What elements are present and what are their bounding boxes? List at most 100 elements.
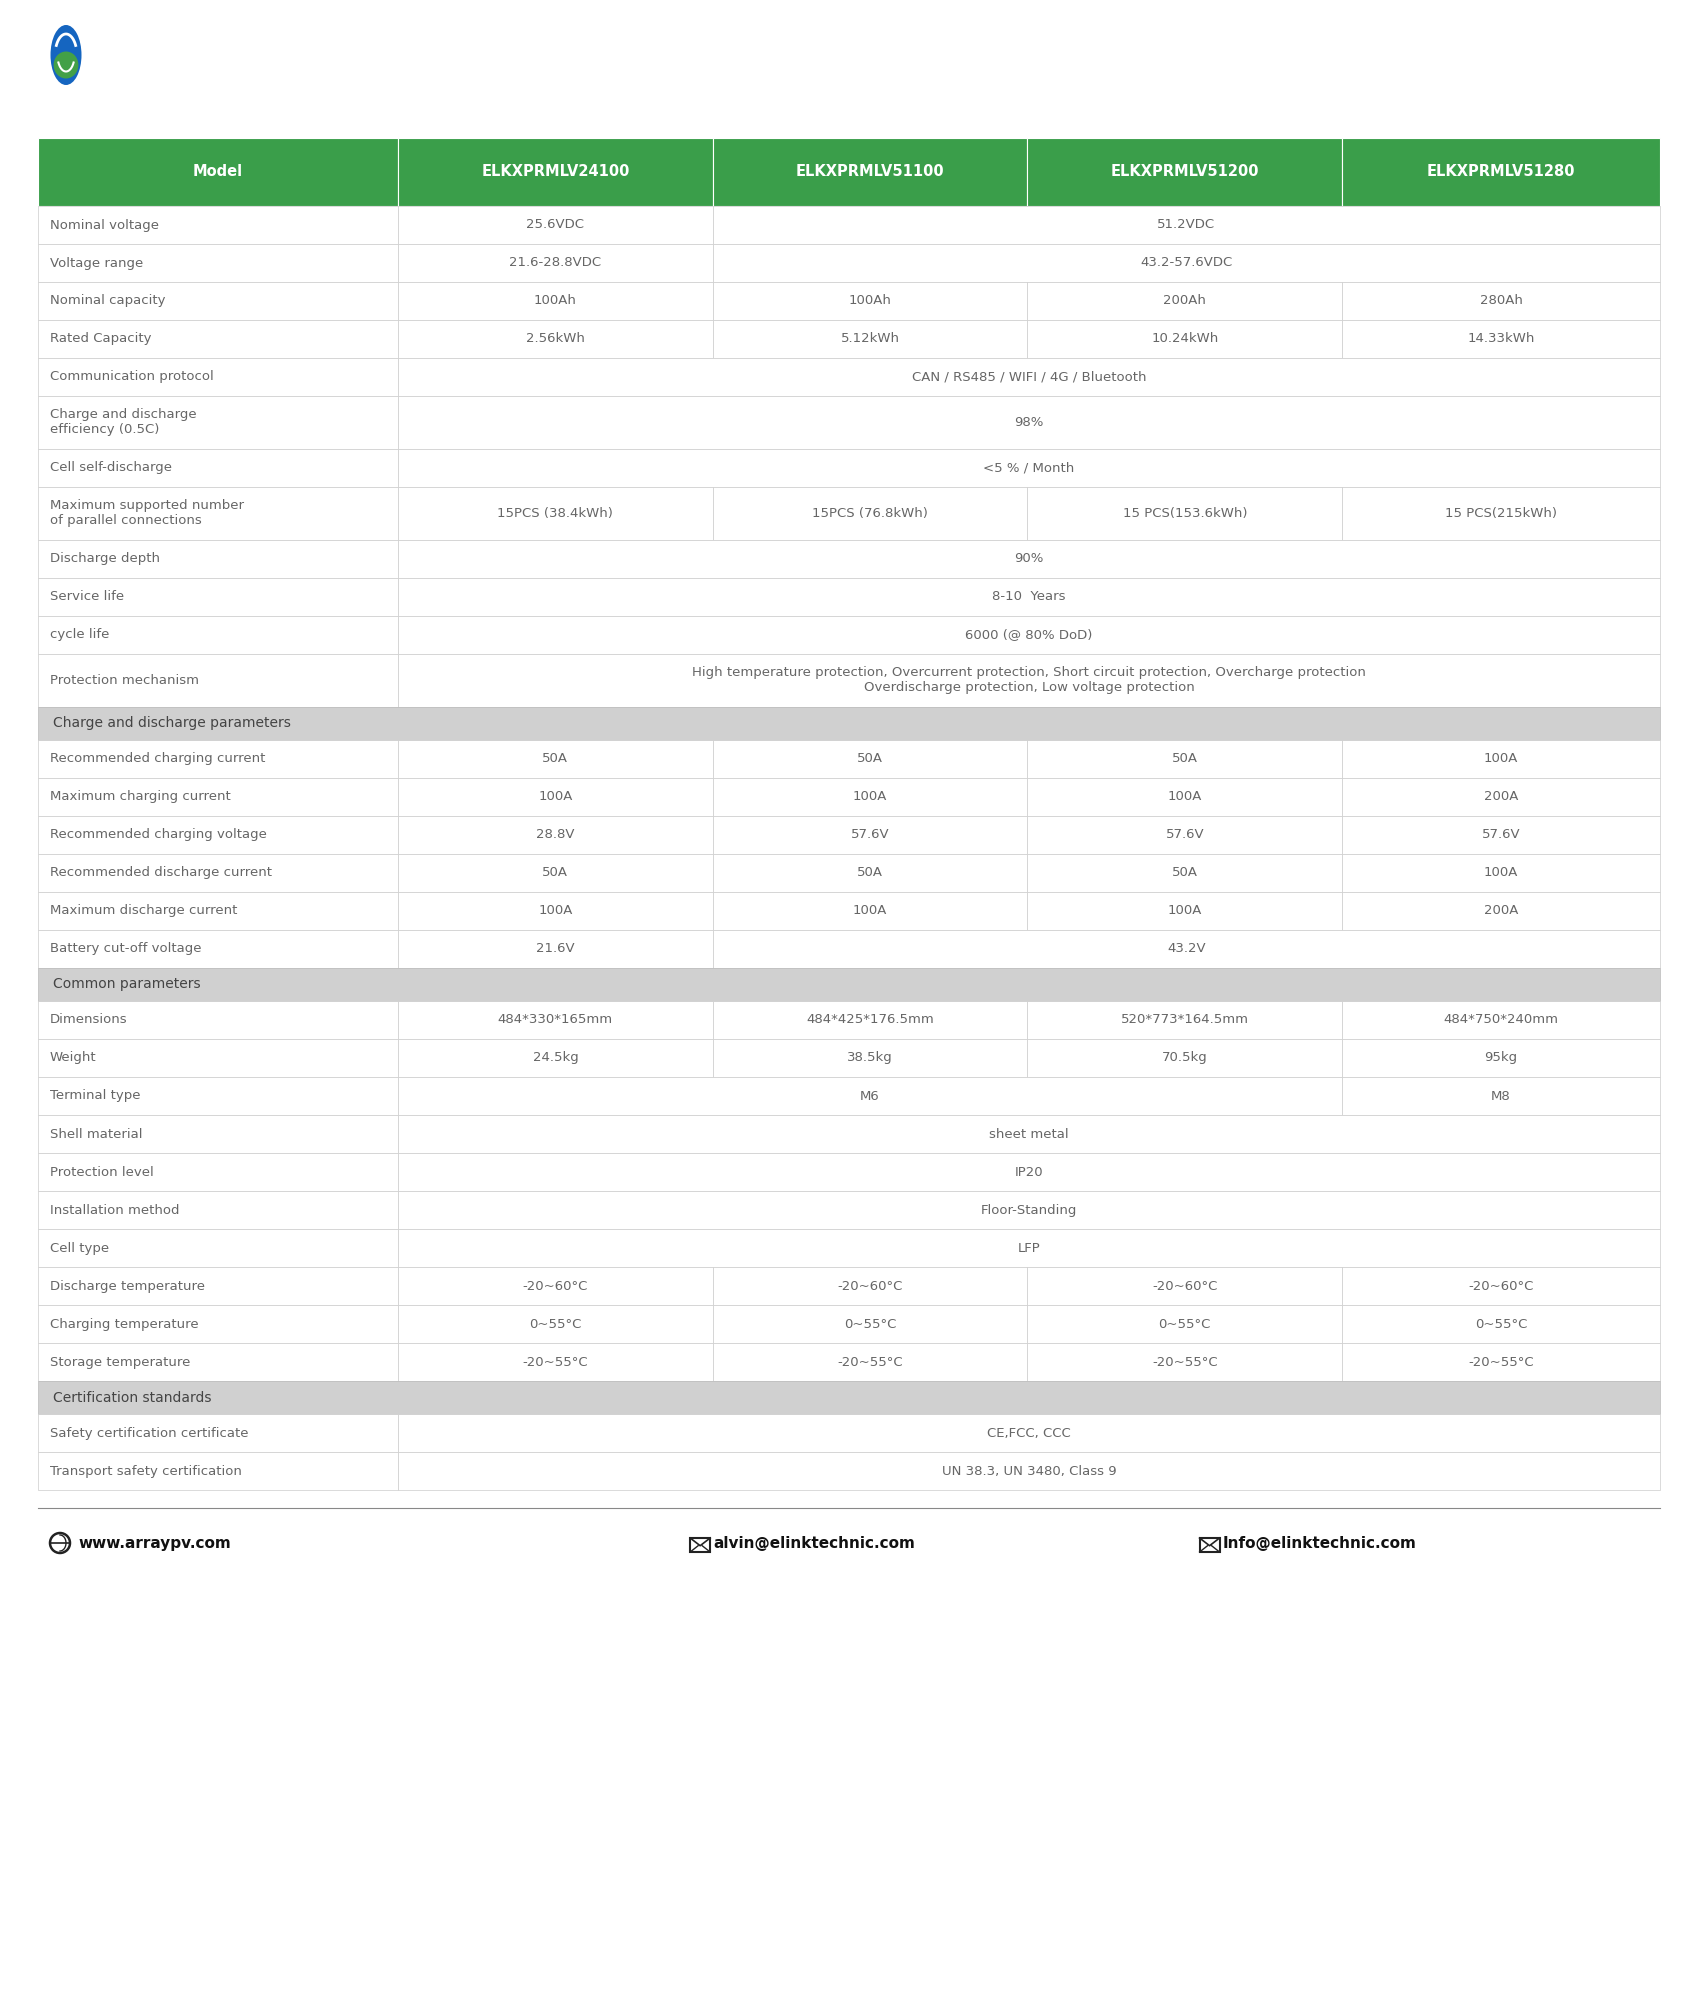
Text: -20~55°C: -20~55°C — [1151, 1356, 1217, 1368]
Bar — [1027, 1040, 1341, 1076]
Bar — [37, 320, 397, 358]
Text: 0~55°C: 0~55°C — [1476, 1318, 1527, 1330]
Text: Maximum charging current: Maximum charging current — [49, 790, 231, 804]
Text: Charge and discharge
efficiency (0.5C): Charge and discharge efficiency (0.5C) — [49, 408, 197, 436]
Text: CE,FCC, CCC: CE,FCC, CCC — [987, 1426, 1071, 1440]
Bar — [713, 1000, 1027, 1040]
Bar — [713, 930, 1661, 968]
Bar — [713, 1040, 1027, 1076]
Bar — [713, 892, 1027, 930]
Bar — [37, 448, 397, 486]
Bar — [1027, 282, 1341, 320]
Bar — [397, 282, 713, 320]
Text: 50A: 50A — [857, 866, 883, 880]
Text: 100A: 100A — [1168, 904, 1202, 918]
Text: 51.2VDC: 51.2VDC — [1158, 218, 1216, 232]
Text: 57.6V: 57.6V — [1482, 828, 1520, 842]
Bar — [397, 358, 1661, 396]
Bar — [397, 1230, 1661, 1268]
Text: Charging temperature: Charging temperature — [49, 1318, 199, 1330]
Bar — [1341, 1076, 1661, 1116]
Text: ELKXPRMLV51100: ELKXPRMLV51100 — [796, 164, 944, 180]
Text: 0~55°C: 0~55°C — [1158, 1318, 1211, 1330]
Text: M6: M6 — [861, 1090, 880, 1102]
Bar — [37, 1382, 1661, 1414]
Bar — [37, 892, 397, 930]
Bar — [397, 138, 713, 206]
Bar — [1341, 816, 1661, 854]
Text: <5 % / Month: <5 % / Month — [983, 462, 1075, 474]
Text: Terminal type: Terminal type — [49, 1090, 141, 1102]
Text: Nominal voltage: Nominal voltage — [49, 218, 160, 232]
Text: 100Ah: 100Ah — [533, 294, 577, 308]
Text: Floor-Standing: Floor-Standing — [981, 1204, 1077, 1216]
Text: ELKXPRMLV24100: ELKXPRMLV24100 — [481, 164, 630, 180]
Text: Protection mechanism: Protection mechanism — [49, 674, 199, 686]
Text: UN 38.3, UN 3480, Class 9: UN 38.3, UN 3480, Class 9 — [942, 1464, 1116, 1478]
Text: 484*750*240mm: 484*750*240mm — [1443, 1014, 1559, 1026]
Text: M8: M8 — [1491, 1090, 1511, 1102]
Bar — [397, 1452, 1661, 1490]
Text: Nominal capacity: Nominal capacity — [49, 294, 165, 308]
Bar — [397, 740, 713, 778]
Text: cycle life: cycle life — [49, 628, 109, 642]
Bar — [37, 244, 397, 282]
Bar — [397, 1344, 713, 1382]
Bar — [37, 396, 397, 448]
Text: IP20: IP20 — [1015, 1166, 1043, 1178]
Bar — [1027, 778, 1341, 816]
Text: 100Ah: 100Ah — [849, 294, 891, 308]
Bar — [1341, 778, 1661, 816]
Bar — [1027, 1306, 1341, 1344]
Bar — [397, 816, 713, 854]
Bar — [397, 778, 713, 816]
Bar — [397, 1040, 713, 1076]
Bar — [37, 1000, 397, 1040]
Bar — [37, 1076, 397, 1116]
Text: Charge and discharge parameters: Charge and discharge parameters — [53, 716, 290, 730]
Bar — [1341, 1306, 1661, 1344]
Text: 200A: 200A — [1484, 904, 1518, 918]
Bar — [37, 138, 397, 206]
Text: Common parameters: Common parameters — [53, 978, 200, 992]
Text: 50A: 50A — [857, 752, 883, 766]
Text: 50A: 50A — [1172, 752, 1197, 766]
Bar — [37, 540, 397, 578]
Bar — [689, 1538, 710, 1552]
Text: 100A: 100A — [1168, 790, 1202, 804]
Text: Recommended charging voltage: Recommended charging voltage — [49, 828, 267, 842]
Bar — [1027, 1000, 1341, 1040]
Text: 280Ah: 280Ah — [1479, 294, 1523, 308]
Text: Transport safety certification: Transport safety certification — [49, 1464, 241, 1478]
Bar — [37, 486, 397, 540]
Text: 100A: 100A — [1484, 752, 1518, 766]
Bar — [1341, 1268, 1661, 1306]
Bar — [1027, 892, 1341, 930]
Text: Discharge temperature: Discharge temperature — [49, 1280, 205, 1292]
Bar — [1027, 1268, 1341, 1306]
Text: 15PCS (38.4kWh): 15PCS (38.4kWh) — [498, 506, 613, 520]
Bar — [397, 244, 713, 282]
Text: Protection level: Protection level — [49, 1166, 155, 1178]
Text: Maximum discharge current: Maximum discharge current — [49, 904, 238, 918]
Bar — [397, 1268, 713, 1306]
Bar — [1341, 138, 1661, 206]
Bar — [37, 282, 397, 320]
Bar — [397, 540, 1661, 578]
Bar — [397, 448, 1661, 486]
Bar — [397, 1192, 1661, 1230]
Text: 24.5kg: 24.5kg — [533, 1052, 579, 1064]
Text: Shell material: Shell material — [49, 1128, 143, 1140]
Bar — [397, 206, 713, 244]
Bar — [1341, 486, 1661, 540]
Bar — [37, 358, 397, 396]
Bar — [713, 206, 1661, 244]
Bar — [1341, 282, 1661, 320]
Bar — [713, 138, 1027, 206]
Text: 95kg: 95kg — [1484, 1052, 1518, 1064]
Text: 200Ah: 200Ah — [1163, 294, 1206, 308]
Bar — [397, 892, 713, 930]
Text: -20~60°C: -20~60°C — [1469, 1280, 1533, 1292]
Bar — [397, 1306, 713, 1344]
Bar — [397, 1154, 1661, 1192]
